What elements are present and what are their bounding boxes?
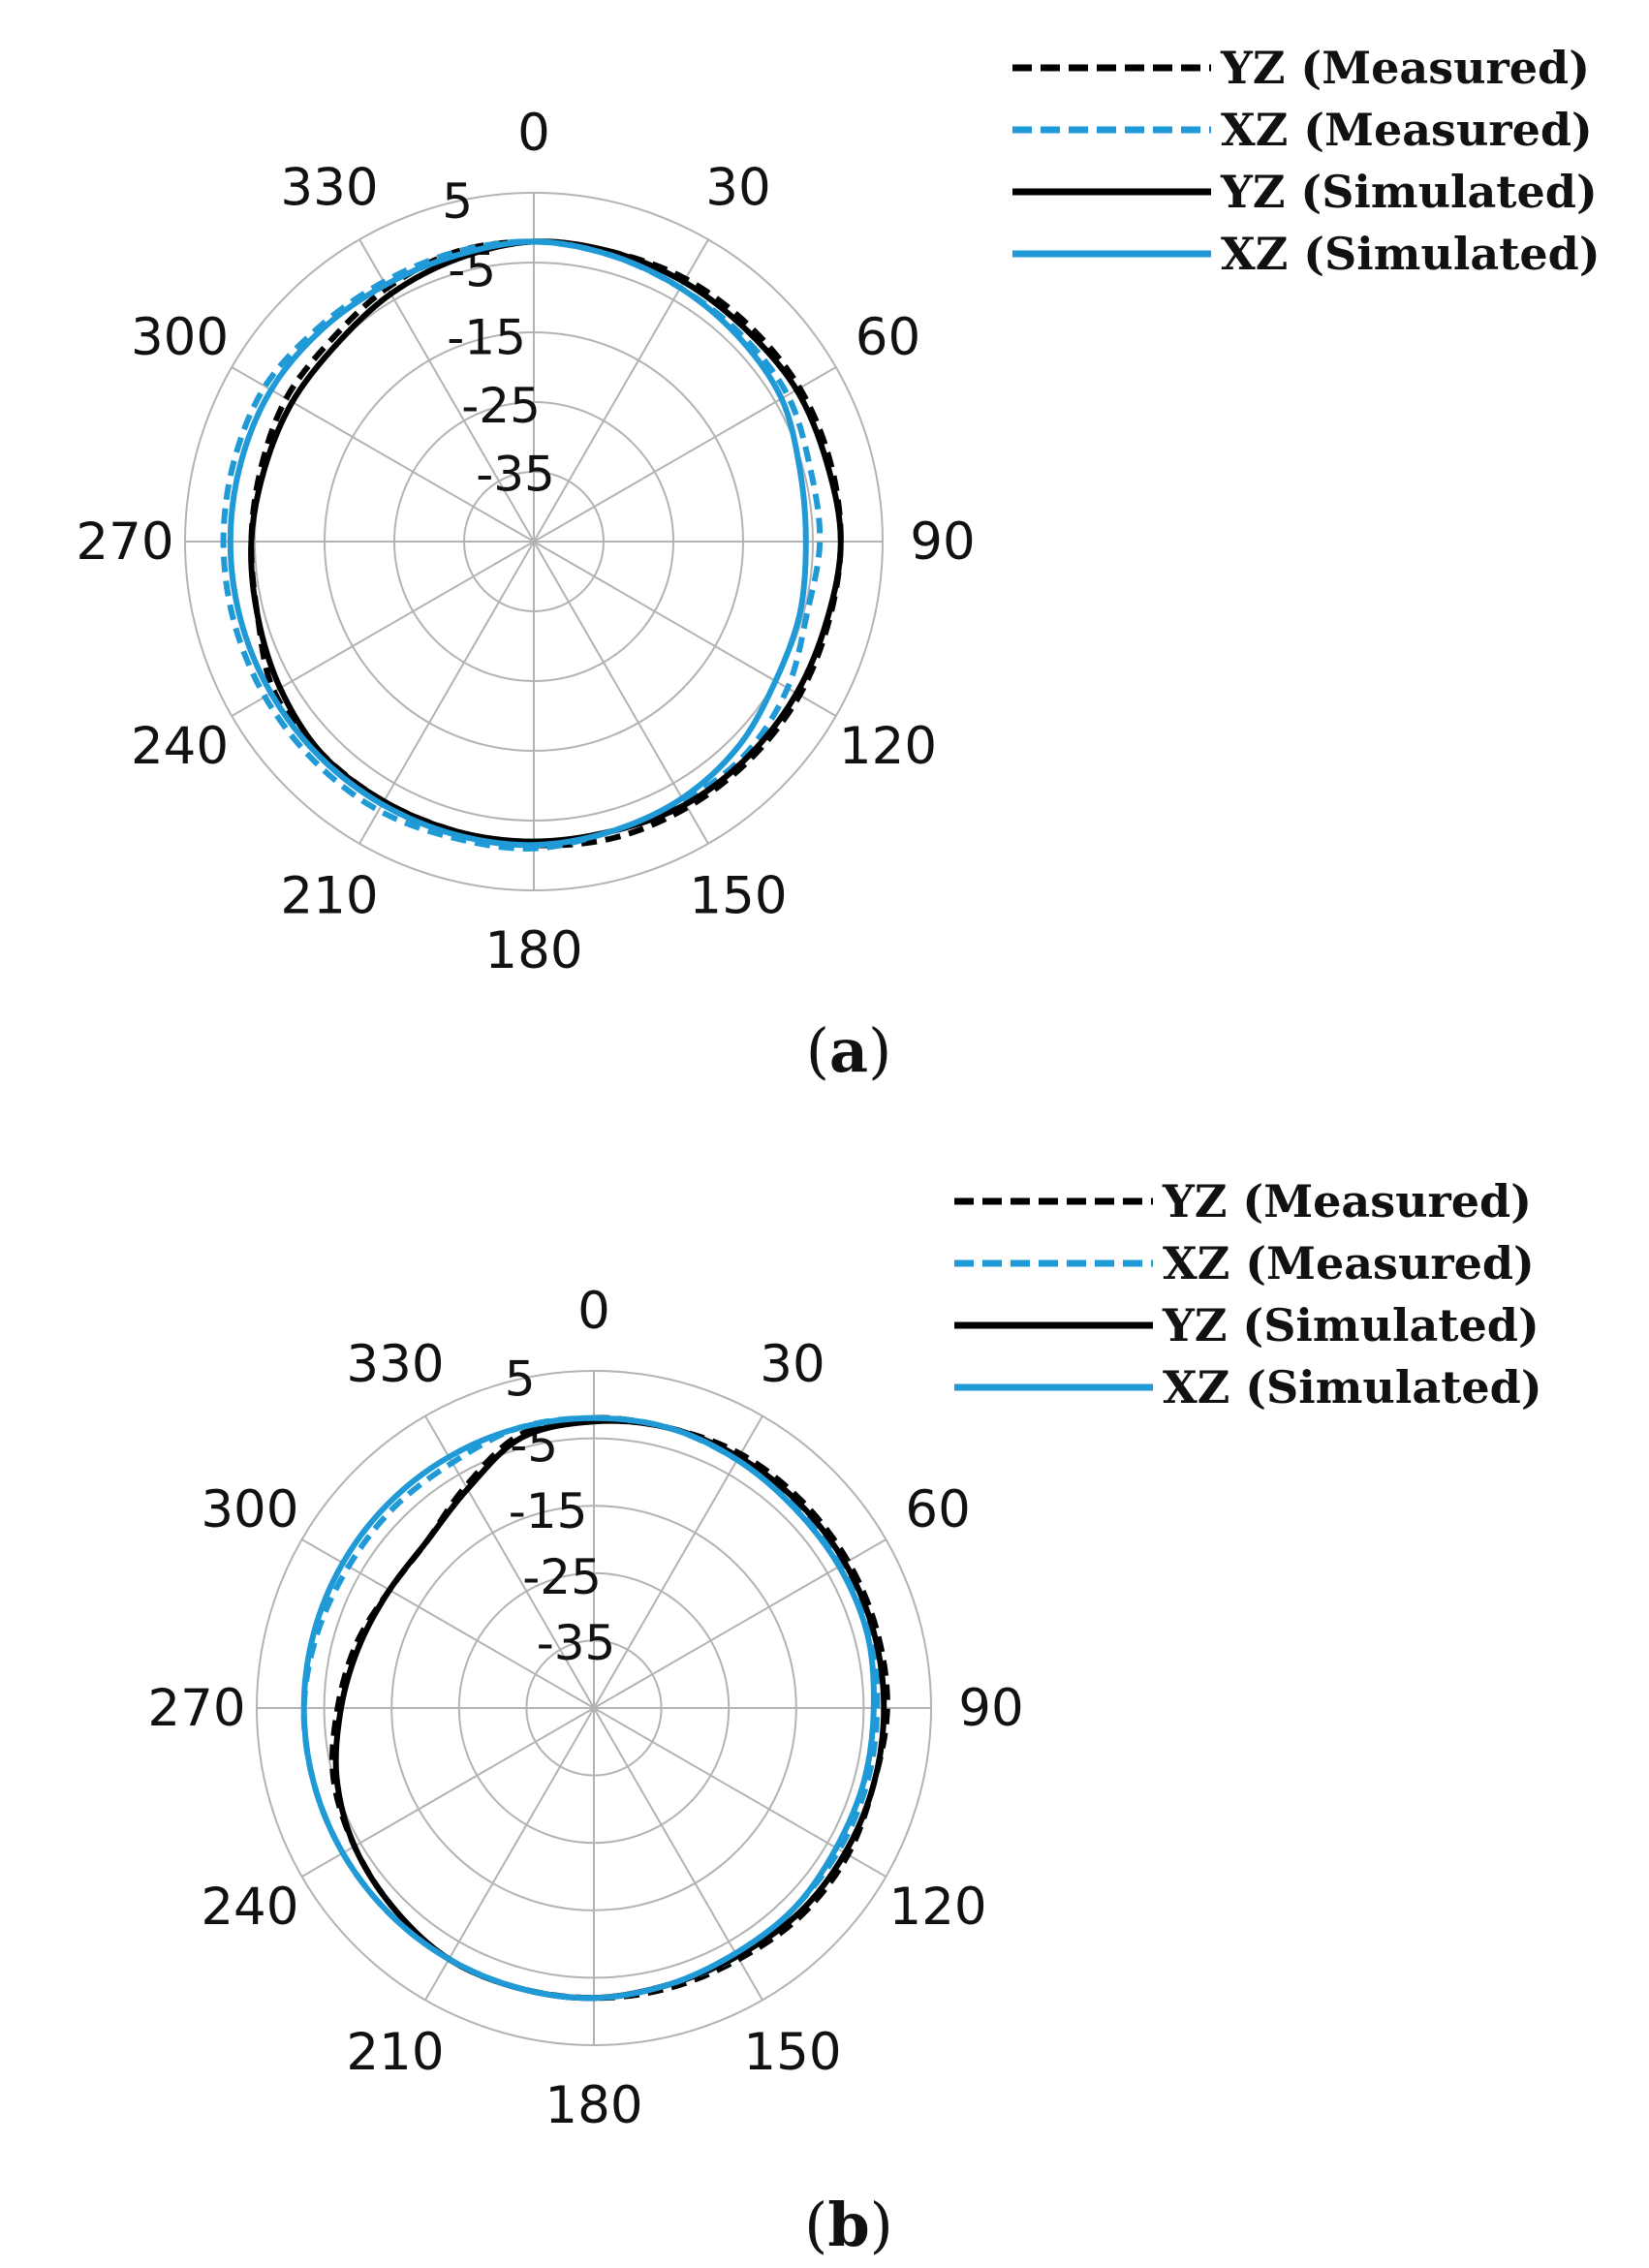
angle-tick-label: 180 [544, 2076, 642, 2135]
legend-label: YZ (Measured) [1220, 42, 1590, 94]
polar-grid [184, 192, 884, 891]
grid-spoke [231, 541, 535, 717]
caption-close-paren: ) [868, 1015, 891, 1086]
angle-tick-label: 120 [839, 717, 937, 776]
caption-letter: a [829, 1015, 868, 1086]
angle-tick-label: 120 [888, 1878, 986, 1937]
grid-spoke [593, 1707, 887, 1878]
radius-tick-label: -25 [461, 378, 541, 434]
panel-caption: (a) [806, 1015, 892, 1086]
series-line [220, 238, 824, 852]
legend-label: YZ (Simulated) [1162, 1299, 1540, 1351]
angle-tick-label: 0 [517, 104, 550, 163]
polar-grid [256, 1370, 932, 2046]
grid-spoke [533, 238, 709, 543]
legend-label: YZ (Measured) [1162, 1175, 1532, 1227]
grid-spoke [593, 1415, 763, 1709]
angle-tick-label: 330 [280, 159, 378, 218]
angle-tick-label: 240 [201, 1878, 298, 1937]
radius-tick-label: -35 [537, 1615, 616, 1671]
legend: YZ (Measured) XZ (Measured) YZ (Simulated)… [954, 1175, 1542, 1414]
angle-tick-label: 210 [280, 866, 378, 925]
grid-spoke [301, 1707, 595, 1878]
radius-tick-label: -15 [447, 310, 526, 366]
legend-label: XZ (Simulated) [1221, 228, 1601, 280]
legend: YZ (Measured) XZ (Measured) YZ (Simulated)… [1012, 42, 1601, 280]
radius-tick-label: -25 [522, 1549, 602, 1605]
grid-spoke [358, 541, 535, 845]
angle-tick-label: 180 [484, 921, 582, 980]
grid-spoke [231, 366, 535, 543]
series-line [300, 1414, 877, 2002]
angle-tick-label: 90 [910, 513, 975, 572]
angle-tick-label: 240 [131, 717, 229, 776]
radius-tick-label: 5 [442, 173, 473, 230]
caption-letter: b [827, 2190, 869, 2260]
legend-label: XZ (Measured) [1221, 104, 1593, 156]
angle-tick-label: 270 [76, 513, 173, 572]
grid-spoke [533, 541, 837, 717]
angle-tick-label: 30 [705, 159, 770, 218]
grid-spoke [533, 541, 709, 845]
angle-tick-label: 270 [147, 1679, 245, 1738]
angle-tick-label: 300 [131, 308, 229, 367]
caption-close-paren: ) [870, 2190, 893, 2260]
grid-spoke [533, 366, 837, 543]
angle-tick-label: 90 [958, 1679, 1023, 1738]
angle-tick-label: 330 [346, 1335, 444, 1394]
caption-open-paren: ( [806, 1015, 829, 1086]
legend-label: XZ (Measured) [1163, 1237, 1535, 1289]
panel-caption: (b) [804, 2190, 893, 2260]
angle-tick-label: 150 [743, 2023, 841, 2082]
legend-label: XZ (Simulated) [1163, 1361, 1542, 1414]
angle-tick-label: 60 [856, 308, 920, 367]
series-line [227, 238, 809, 849]
angle-tick-label: 210 [346, 2023, 444, 2082]
radius-tick-label: -35 [476, 447, 555, 503]
angle-tick-label: 150 [689, 866, 787, 925]
grid-spoke [424, 1707, 595, 2001]
angle-tick-label: 0 [577, 1282, 610, 1341]
angle-tick-label: 30 [760, 1335, 824, 1394]
angle-tick-label: 300 [201, 1480, 298, 1539]
legend-label: YZ (Simulated) [1220, 166, 1598, 218]
caption-open-paren: ( [804, 2190, 827, 2260]
angle-tick-label: 60 [905, 1480, 970, 1539]
radius-tick-label: 5 [505, 1351, 536, 1408]
radius-tick-label: -15 [509, 1483, 588, 1539]
series-line [248, 238, 844, 849]
